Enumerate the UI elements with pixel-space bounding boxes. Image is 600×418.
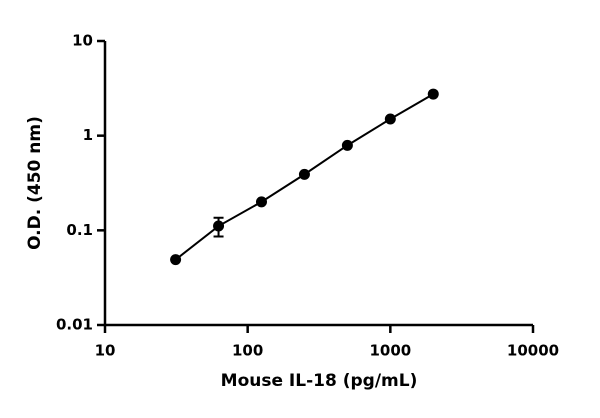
data-point <box>341 139 353 151</box>
x-tick-label: 10000 <box>507 342 559 360</box>
data-point <box>213 220 225 232</box>
x-tick-label: 100 <box>232 342 263 360</box>
y-tick-label: 0.01 <box>56 316 93 334</box>
data-point <box>298 168 310 180</box>
x-tick-label: 1000 <box>369 342 411 360</box>
y-tick-label: 10 <box>72 32 93 50</box>
x-axis-title: Mouse IL-18 (pg/mL) <box>221 371 418 391</box>
x-tick-label: 10 <box>95 342 116 360</box>
y-axis-title: O.D. (450 nm) <box>25 116 45 250</box>
y-tick-label: 1 <box>83 126 93 144</box>
y-tick-label: 0.1 <box>66 221 93 239</box>
data-point <box>255 196 267 208</box>
data-point <box>384 113 396 125</box>
data-point <box>170 254 182 266</box>
data-point <box>427 88 439 100</box>
